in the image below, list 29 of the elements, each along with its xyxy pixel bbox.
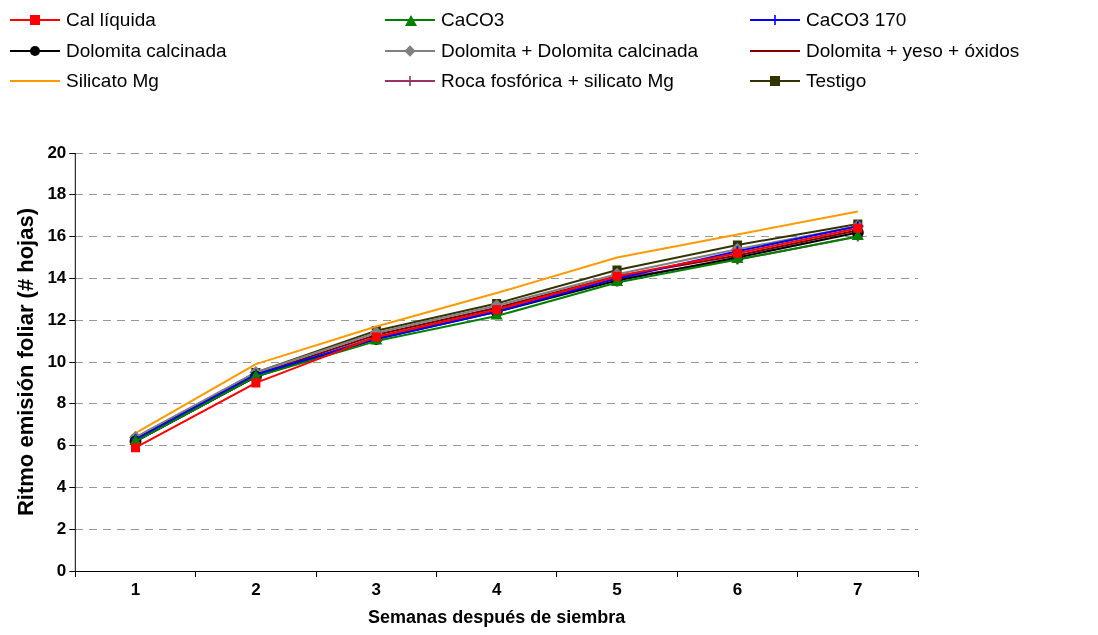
y-tick-label: 2 [56,518,67,538]
legend-label: Testigo [806,70,867,93]
legend-label: Silicato Mg [66,70,159,93]
x-tick-label: 7 [853,579,863,599]
y-tick-label: 8 [56,393,67,413]
y-tick-label: 12 [47,309,67,329]
legend-label: Roca fosfórica + silicato Mg [441,70,674,93]
y-tick-label: 16 [47,226,67,246]
legend-label: CaCO3 [441,9,505,31]
x-tick-label: 2 [251,579,261,599]
x-tick-label: 1 [130,579,141,599]
legend-label: Dolomita + Dolomita calcinada [441,39,699,62]
y-tick-label: 18 [47,184,67,204]
legend-label: Cal líquida [66,9,156,31]
x-tick-label: 4 [491,579,502,599]
y-tick-label: 10 [47,351,67,371]
legend-label: Dolomita + yeso + óxidos [806,39,1020,62]
y-axis-title: Ritmo emisión foliar (# hojas) [13,207,39,517]
legend-label: Dolomita calcinada [66,39,227,62]
x-tick-label: 5 [612,579,622,599]
legend-label: CaCO3 170 [806,9,907,31]
y-tick-label: 20 [47,142,67,162]
x-tick-label: 6 [732,579,743,599]
x-tick-label: 3 [371,579,381,599]
x-axis-title: Semanas después de siembra [368,607,627,628]
y-tick-label: 14 [47,268,67,288]
y-tick-label: 4 [56,477,67,497]
y-tick-label: 0 [56,560,67,580]
y-tick-label: 6 [56,435,67,455]
